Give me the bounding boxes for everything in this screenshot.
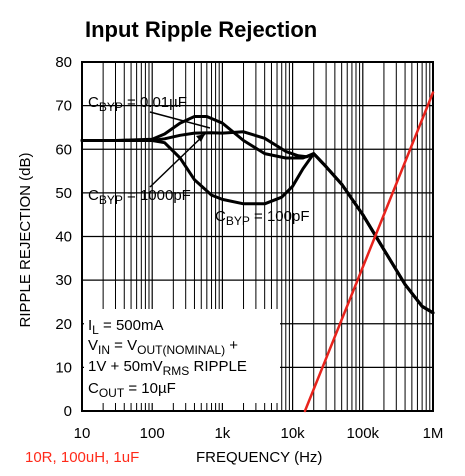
y-tick-label: 10 — [55, 359, 72, 376]
y-tick-label: 40 — [55, 229, 72, 246]
label-cbyp-001: CBYP = 0.01µF — [88, 94, 187, 114]
pointer-1000pf-head — [196, 134, 205, 142]
label-cbyp-100: CBYP = 100pF — [215, 208, 310, 228]
filter-note: 10R, 100uH, 1uF — [25, 449, 139, 466]
conditions-box-bg — [84, 309, 280, 403]
y-tick-label: 20 — [55, 316, 72, 333]
series-group — [80, 91, 435, 413]
y-tick-label: 80 — [55, 54, 72, 71]
x-tick-label: 10 — [74, 425, 91, 442]
series-line-3 — [80, 139, 435, 315]
y-tick-label: 60 — [55, 141, 72, 158]
series-line-4 — [303, 91, 435, 413]
y-tick-label: 70 — [55, 98, 72, 115]
x-tick-label: 1k — [214, 425, 230, 442]
x-tick-label: 100 — [140, 425, 165, 442]
label-il: IL = 500mA — [88, 317, 163, 337]
y-tick-label: 50 — [55, 185, 72, 202]
x-tick-label: 1M — [423, 425, 444, 442]
label-cout: COUT = 10µF — [88, 380, 176, 400]
x-tick-label: 10k — [281, 425, 306, 442]
y-tick-label: 30 — [55, 272, 72, 289]
annotations: CBYP = 0.01µF CBYP = 1000pF CBYP = 100pF IL… — [88, 94, 310, 400]
pointer-1000pf — [149, 133, 206, 188]
label-ripple: 1V + 50mVRMS RIPPLE — [88, 358, 247, 378]
chart-title: Input Ripple Rejection — [85, 17, 317, 42]
x-axis-label: FREQUENCY (Hz) — [196, 449, 322, 466]
label-vin: VIN = VOUT(NOMINAL) + — [88, 337, 238, 357]
conditions-box — [84, 309, 280, 403]
label-cbyp-1000: CBYP = 1000pF — [88, 187, 191, 207]
y-axis-label: RIPPLE REJECTION (dB) — [17, 152, 34, 327]
pointer-0-01uf — [149, 111, 211, 129]
x-tick-label: 100k — [347, 425, 380, 442]
plot-frame — [81, 61, 434, 412]
y-tick-label: 0 — [64, 403, 72, 420]
